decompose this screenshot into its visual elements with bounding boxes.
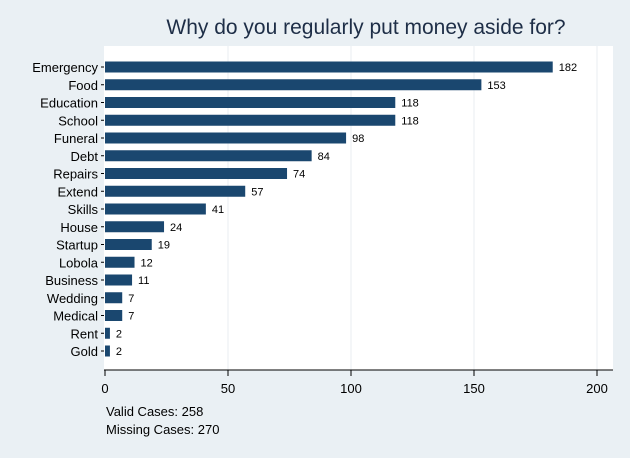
category-label: Funeral	[54, 131, 98, 146]
category-label: Business	[45, 273, 98, 288]
value-label: 7	[128, 293, 134, 305]
value-label: 98	[352, 133, 364, 145]
bar-lobola	[105, 256, 135, 268]
category-label: House	[60, 220, 98, 235]
value-label: 11	[138, 275, 149, 287]
x-tick-label: 0	[101, 381, 108, 396]
missing-cases-note: Missing Cases: 270	[106, 422, 219, 437]
bar-business	[105, 274, 133, 286]
bar-food	[105, 79, 482, 91]
value-label: 57	[251, 186, 263, 198]
category-label: School	[58, 113, 98, 128]
value-label: 12	[141, 257, 153, 269]
category-label: Wedding	[47, 291, 98, 306]
bar-medical	[105, 310, 123, 321]
category-label: Repairs	[53, 167, 98, 182]
category-label: Lobola	[59, 255, 99, 270]
x-axis-ticks: 0 50 100 150 200	[101, 370, 608, 396]
category-label: Medical	[53, 309, 98, 324]
category-labels: Emergency Food Education School Funeral Debt R…	[32, 60, 104, 359]
category-label: Debt	[71, 149, 99, 164]
value-label: 153	[487, 80, 505, 92]
category-label: Startup	[56, 238, 98, 253]
category-label: Rent	[71, 326, 99, 341]
bar-startup	[105, 239, 152, 250]
value-label: 7	[128, 311, 134, 323]
category-label: Food	[68, 78, 98, 93]
x-tick-label: 100	[340, 381, 362, 396]
value-label: 84	[318, 151, 330, 163]
bar-emergency	[105, 61, 553, 73]
value-label: 19	[158, 240, 170, 252]
value-label: 74	[293, 169, 305, 181]
value-label: 118	[401, 115, 419, 127]
bar-skills	[105, 203, 206, 215]
category-label: Education	[40, 96, 98, 111]
value-label: 41	[212, 204, 224, 216]
chart-title: Why do you regularly put money aside for…	[166, 16, 565, 39]
bar-wedding	[105, 292, 123, 304]
value-label: 24	[170, 222, 182, 234]
x-tick-label: 50	[221, 381, 235, 396]
bar-extend	[105, 185, 246, 197]
category-label: Gold	[71, 344, 98, 359]
value-label: 118	[401, 98, 419, 110]
category-label: Emergency	[32, 60, 98, 75]
category-label: Skills	[68, 202, 99, 217]
bar-debt	[105, 150, 312, 162]
x-tick-label: 150	[463, 381, 485, 396]
bar-repairs	[105, 168, 288, 179]
x-tick-label: 200	[586, 381, 608, 396]
category-label: Extend	[58, 184, 98, 199]
bar-rent	[105, 327, 110, 339]
value-label: 182	[559, 62, 577, 74]
bar-education	[105, 97, 396, 108]
value-label: 2	[116, 328, 122, 340]
bar-house	[105, 221, 165, 233]
bars	[105, 61, 553, 357]
bar-funeral	[105, 132, 347, 144]
bar-gold	[105, 345, 110, 357]
value-label: 2	[116, 346, 122, 358]
valid-cases-note: Valid Cases: 258	[106, 404, 203, 419]
bar-school	[105, 114, 396, 126]
